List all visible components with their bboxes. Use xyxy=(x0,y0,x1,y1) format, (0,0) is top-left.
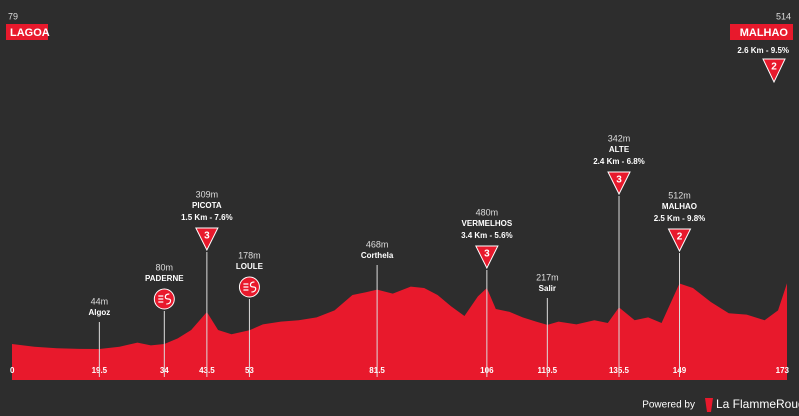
category-label: 3 xyxy=(616,175,622,186)
waypoint-name: Salir xyxy=(539,284,556,293)
waypoint-elevation: 309m xyxy=(196,189,219,199)
category-icon xyxy=(195,227,219,252)
finish-climb: 2.6 Km - 9.5% xyxy=(737,46,789,55)
start-name: LAGOA xyxy=(10,27,50,39)
waypoint-name: VERMELHOS xyxy=(462,219,513,228)
finish-name: MALHAO xyxy=(740,27,789,39)
sprint-icon xyxy=(238,276,260,298)
waypoint-climb: 3.4 Km - 5.6% xyxy=(461,231,513,240)
sprint-icon xyxy=(153,288,175,310)
waypoint-elevation: 217m xyxy=(536,272,559,282)
sprint-glyph xyxy=(158,293,172,305)
waypoint-elevation: 80m xyxy=(156,262,174,272)
waypoint-elevation: 44m xyxy=(91,296,109,306)
waypoint-elevation: 468m xyxy=(366,239,389,249)
category-icon xyxy=(475,245,499,270)
finish-elevation: 514 xyxy=(776,11,791,21)
sprint-glyph xyxy=(243,281,257,293)
category-icon xyxy=(667,228,692,253)
powered-by: Powered by xyxy=(642,400,695,411)
waypoint-climb: 2.5 Km - 9.8% xyxy=(654,214,706,223)
waypoint-name: Corthela xyxy=(361,251,394,260)
waypoint-name: LOULE xyxy=(236,262,264,271)
waypoint-name: PADERNE xyxy=(145,274,184,283)
start-elevation: 79 xyxy=(8,11,18,21)
plot: 0 19.5 34 43.5 53 81.5 106 119.5 135.5 149 17344mA… xyxy=(10,133,790,380)
waypoint-name: PICOTA xyxy=(192,201,222,210)
waypoint-elevation: 178m xyxy=(238,250,261,260)
waypoint-elevation: 480m xyxy=(476,207,499,217)
finish-category-icon xyxy=(762,58,786,84)
finish-category: 2 xyxy=(771,62,777,73)
x-tick-label: 0 xyxy=(10,366,15,375)
waypoint-name: MALHAO xyxy=(662,202,697,211)
waypoint-elevation: 342m xyxy=(608,133,631,143)
waypoint-climb: 1.5 Km - 7.6% xyxy=(181,213,233,222)
waypoint-climb: 2.4 Km - 6.8% xyxy=(593,157,645,166)
category-label: 3 xyxy=(484,249,490,260)
brand: La FlammeRouge xyxy=(716,397,799,411)
waypoint-elevation: 512m xyxy=(668,190,691,200)
category-label: 2 xyxy=(677,232,683,243)
brand-logo xyxy=(705,398,713,412)
elevation-area xyxy=(12,283,787,380)
start-box xyxy=(6,24,48,40)
x-tick-label: 173 xyxy=(776,366,790,375)
waypoint-name: Algoz xyxy=(88,308,110,317)
finish-box xyxy=(730,24,793,40)
waypoint-name: ALTE xyxy=(609,145,630,154)
category-icon xyxy=(607,171,631,196)
category-label: 3 xyxy=(204,231,210,242)
